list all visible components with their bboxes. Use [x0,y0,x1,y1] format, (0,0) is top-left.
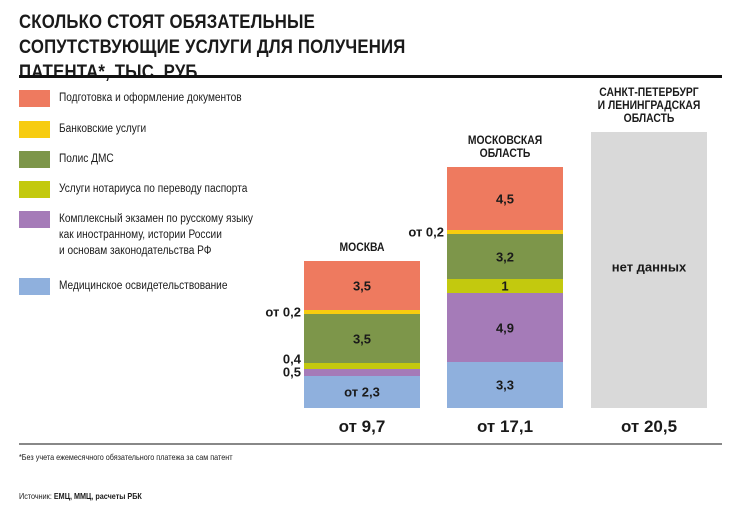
bar-segment-med [304,375,420,408]
region-total: от 17,1 [476,417,534,436]
legend-item-notary: Услуги нотариуса по переводу паспорта [19,181,359,198]
title-divider [19,75,722,78]
bar-segment-exam [447,293,563,362]
source-text: ЕМЦ, ММЦ, расчеты РБК [53,491,142,501]
region-total: от 20,5 [620,417,678,436]
segment-label: 4,5 [495,191,515,207]
legend-label: Комплексный экзамен по русскому языку ка… [59,213,253,257]
legend-label: Медицинское освидетельствование [59,280,228,292]
segment-label: 3,5 [352,278,372,294]
region-name: САНКТ-ПЕТЕРБУРГ И ЛЕНИНГРАДСКАЯ ОБЛАСТЬ [597,87,701,125]
bar-segment-notary [447,279,563,294]
segment-side-label: 0,4 [282,351,301,367]
bar-segment-dms [447,234,563,280]
bar-segment-bank [304,310,420,315]
segment-label: от 2,3 [344,384,380,400]
segment-label: 3,3 [495,377,515,393]
segment-label: 3,5 [352,331,372,347]
segment-side-label: 0,5 [282,364,301,380]
source-prefix: Источник: [19,491,54,501]
legend-swatch [19,121,50,138]
segment-side-label: от 0,2 [408,224,444,240]
legend-item-bank: Банковские услуги [19,121,359,138]
segment-label: 3,2 [495,249,515,265]
legend-swatch [19,181,50,198]
bar-segment-dms [304,314,420,364]
legend-swatch [19,90,50,107]
legend-label: Полис ДМС [59,153,114,165]
bar-no-data [591,132,707,408]
legend-swatch [19,151,50,168]
legend-swatch [19,211,50,228]
bar-segment-bank [447,230,563,235]
chart-title: СКОЛЬКО СТОЯТ ОБЯЗАТЕЛЬНЫЕ СОПУТСТВУЮЩИЕ… [19,11,406,83]
bar-segment-notary [304,363,420,369]
legend-label: Банковские услуги [59,123,147,135]
legend-swatch [19,278,50,295]
legend-label: Услуги нотариуса по переводу паспорта [59,183,248,195]
region-name: МОСКВА [339,242,385,255]
region-name: МОСКОВСКАЯ ОБЛАСТЬ [467,135,543,161]
region-total: от 9,7 [338,417,386,436]
segment-label: 1 [501,278,509,294]
no-data-label: нет данных [611,259,687,275]
footnote: *Без учета ежемесячного обязательного пл… [19,452,233,462]
legend-item-docs: Подготовка и оформление документов [19,90,359,107]
bar-segment-med [447,361,563,408]
legend-item-dms: Полис ДМС [19,151,359,168]
legend-item-med: Медицинское освидетельствование [19,278,359,295]
bar-segment-docs [304,261,420,311]
segment-side-label: от 0,2 [265,304,301,320]
bar-segment-exam [304,368,420,376]
legend-item-exam: Комплексный экзамен по русскому языку ка… [19,211,359,259]
source: Источник: ЕМЦ, ММЦ, расчеты РБК [19,491,142,501]
legend-label: Подготовка и оформление документов [59,92,242,104]
segment-label: 4,9 [495,320,515,335]
bar-segment-docs [447,167,563,231]
bottom-divider [19,443,722,445]
